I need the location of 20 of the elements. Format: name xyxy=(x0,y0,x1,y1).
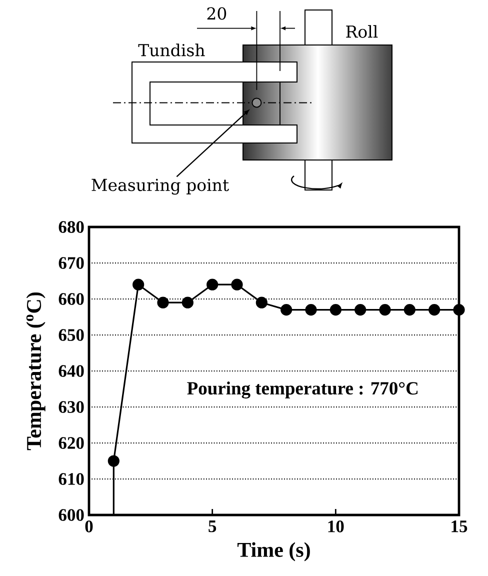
y-tick-label: 650 xyxy=(58,329,84,341)
x-tick-label: 5 xyxy=(208,520,216,532)
x-tick-label: 10 xyxy=(328,520,344,532)
y-tick-label: 610 xyxy=(58,473,84,485)
y-axis-title: Temperature ($^{o}$C) xyxy=(26,292,46,450)
y-tick-label: 620 xyxy=(58,437,84,449)
text: Roll xyxy=(346,25,378,38)
x-tick-label: 0 xyxy=(85,520,93,532)
text: 20 xyxy=(207,7,226,20)
text: Measuring point xyxy=(92,178,229,195)
y-tick-label: 600 xyxy=(58,509,84,521)
text: Tundish xyxy=(138,44,205,56)
y-tick-label: 670 xyxy=(58,257,84,269)
annotation: Pouring temperature : 770°C xyxy=(187,382,418,398)
x-axis-title: Time (s) xyxy=(237,542,310,562)
y-tick-label: 630 xyxy=(58,401,84,413)
y-tick-label: 640 xyxy=(58,365,84,377)
x-tick-label: 15 xyxy=(452,520,468,532)
y-tick-label: 660 xyxy=(58,293,84,305)
y-tick-label: 680 xyxy=(58,221,84,233)
